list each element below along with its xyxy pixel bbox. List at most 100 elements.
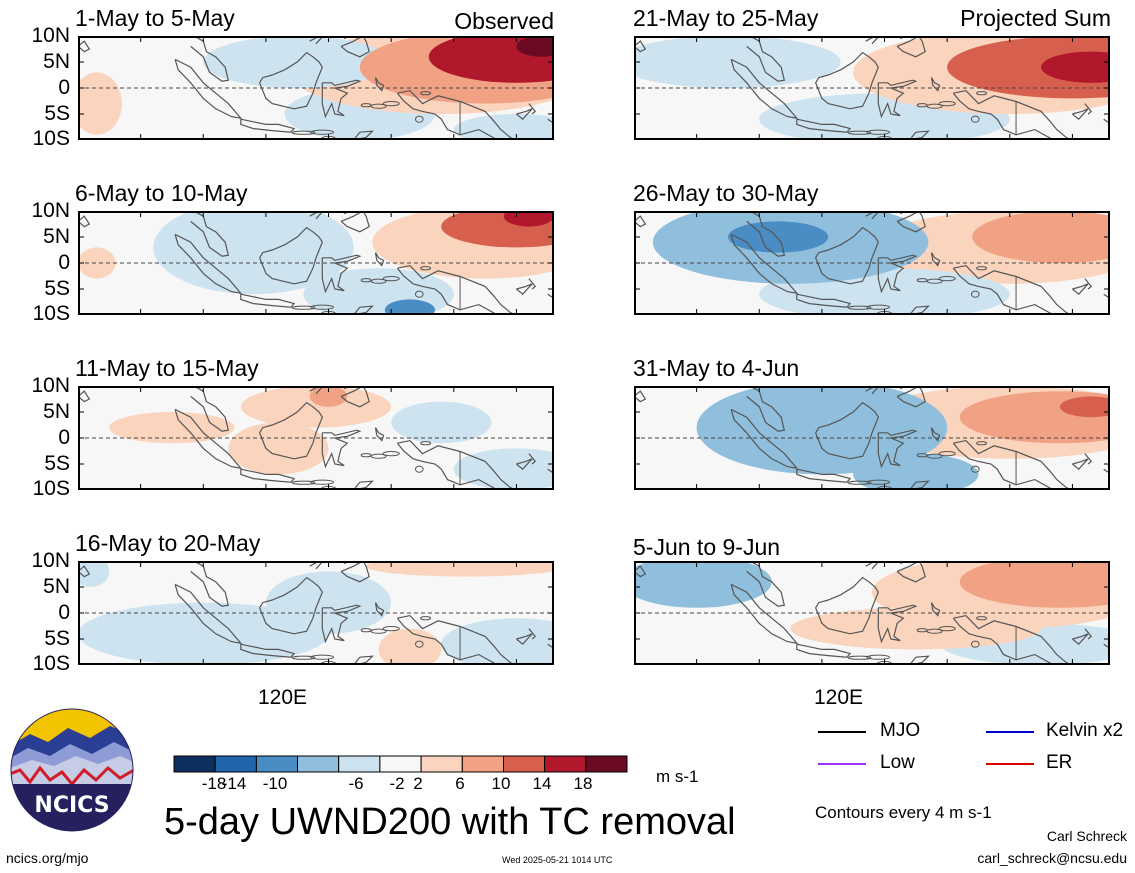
island-outline — [847, 130, 872, 135]
coastline — [321, 79, 362, 119]
coastline — [516, 458, 533, 471]
island-outline — [291, 480, 316, 485]
coastline — [240, 293, 296, 308]
coastline — [396, 264, 517, 315]
coastline — [259, 401, 323, 460]
colorbar-tick-label: 18 — [573, 774, 593, 793]
panel-title: 11-May to 15-May — [75, 355, 259, 381]
coastline — [730, 58, 799, 120]
coastline — [796, 293, 852, 308]
island-outline — [866, 129, 891, 135]
lon-tick-label: 120E — [814, 686, 864, 709]
colorbar-tick-label: 6 — [455, 774, 465, 793]
map-frame — [78, 36, 554, 140]
legend-line-er — [986, 763, 1034, 765]
coastline — [528, 103, 537, 115]
island-outline — [415, 115, 424, 123]
anomaly-contour — [728, 221, 829, 253]
anomaly-contour — [228, 422, 329, 475]
island-outline — [415, 640, 424, 648]
lat-tick-label: 0 — [58, 251, 70, 274]
island-outline — [291, 130, 316, 135]
legend-line-low — [818, 763, 866, 765]
coastline — [730, 233, 799, 295]
coastline — [896, 211, 926, 233]
coastline — [240, 643, 296, 658]
legend-line-kelvin — [986, 731, 1034, 733]
lat-tick-label: 10S — [32, 652, 70, 675]
island-outline — [291, 305, 316, 310]
coastline — [174, 58, 243, 120]
coastline — [1072, 283, 1089, 296]
coastline — [865, 36, 880, 45]
island-outline — [938, 626, 956, 632]
map-frame — [634, 36, 1110, 140]
island-outline — [382, 626, 400, 632]
coastline — [174, 233, 243, 295]
island-outline — [420, 616, 432, 621]
coastline — [321, 604, 362, 644]
island-outline — [310, 304, 335, 310]
colorbar-segment — [255, 755, 299, 773]
island-outline — [310, 129, 335, 135]
colorbar-segment — [379, 755, 422, 773]
lat-tick-label: 5S — [44, 627, 70, 650]
map-frame — [78, 211, 554, 315]
coastline — [240, 118, 296, 133]
anomaly-contour — [853, 453, 979, 490]
island-outline — [420, 91, 432, 96]
coastline — [746, 386, 786, 432]
colorbar-tick-label: -18 — [201, 774, 227, 793]
anomaly-contour — [378, 628, 442, 665]
coastline — [796, 468, 852, 483]
colorbar-tick-label: -2 — [389, 774, 405, 793]
lat-tick-label: 0 — [58, 76, 70, 99]
anomaly-contour — [947, 36, 1110, 99]
map-panel — [78, 36, 554, 140]
map-panel — [78, 386, 554, 490]
anomaly-contour — [78, 247, 116, 279]
panel-title: 5-Jun to 9-Jun — [633, 534, 781, 560]
coastline — [1072, 108, 1089, 121]
coastline — [528, 453, 537, 465]
colorbar-tick-label: -6 — [348, 774, 364, 793]
coastline — [352, 655, 374, 665]
island-outline — [382, 101, 400, 107]
coastline — [634, 390, 647, 403]
coastline — [340, 386, 370, 408]
island-outline — [938, 276, 956, 282]
coastline — [796, 118, 852, 133]
lat-tick-label: 10N — [31, 549, 70, 572]
coastline — [240, 468, 296, 483]
island-outline — [971, 640, 980, 648]
island-outline — [415, 465, 424, 473]
coastline — [1084, 278, 1093, 290]
coastline — [259, 226, 323, 285]
coastline — [1084, 628, 1093, 640]
legend-label-er: ER — [1046, 752, 1073, 773]
coastline — [516, 283, 533, 296]
coastline — [547, 293, 554, 300]
coastline — [896, 36, 926, 58]
colorbar-segment — [420, 755, 463, 773]
coastline — [1072, 458, 1089, 471]
lat-tick-label: 5N — [43, 400, 70, 423]
colorbar-tick-label: -10 — [262, 774, 288, 793]
colorbar-segment — [544, 755, 587, 773]
colorbar-segment — [461, 755, 504, 773]
coastline — [746, 36, 786, 82]
lat-tick-label: 5S — [44, 277, 70, 300]
island-outline — [866, 479, 891, 485]
coastline — [340, 36, 370, 58]
coastline — [174, 408, 243, 470]
anomaly-contour — [1059, 396, 1110, 418]
coastline — [865, 211, 880, 220]
lat-tick-label: 10N — [31, 199, 70, 222]
coastline — [340, 211, 370, 233]
map-frame — [78, 386, 554, 490]
island-outline — [976, 616, 988, 621]
coastline — [746, 211, 786, 257]
coastline — [78, 390, 91, 403]
lat-tick-label: 10S — [32, 477, 70, 500]
island-outline — [976, 266, 988, 271]
